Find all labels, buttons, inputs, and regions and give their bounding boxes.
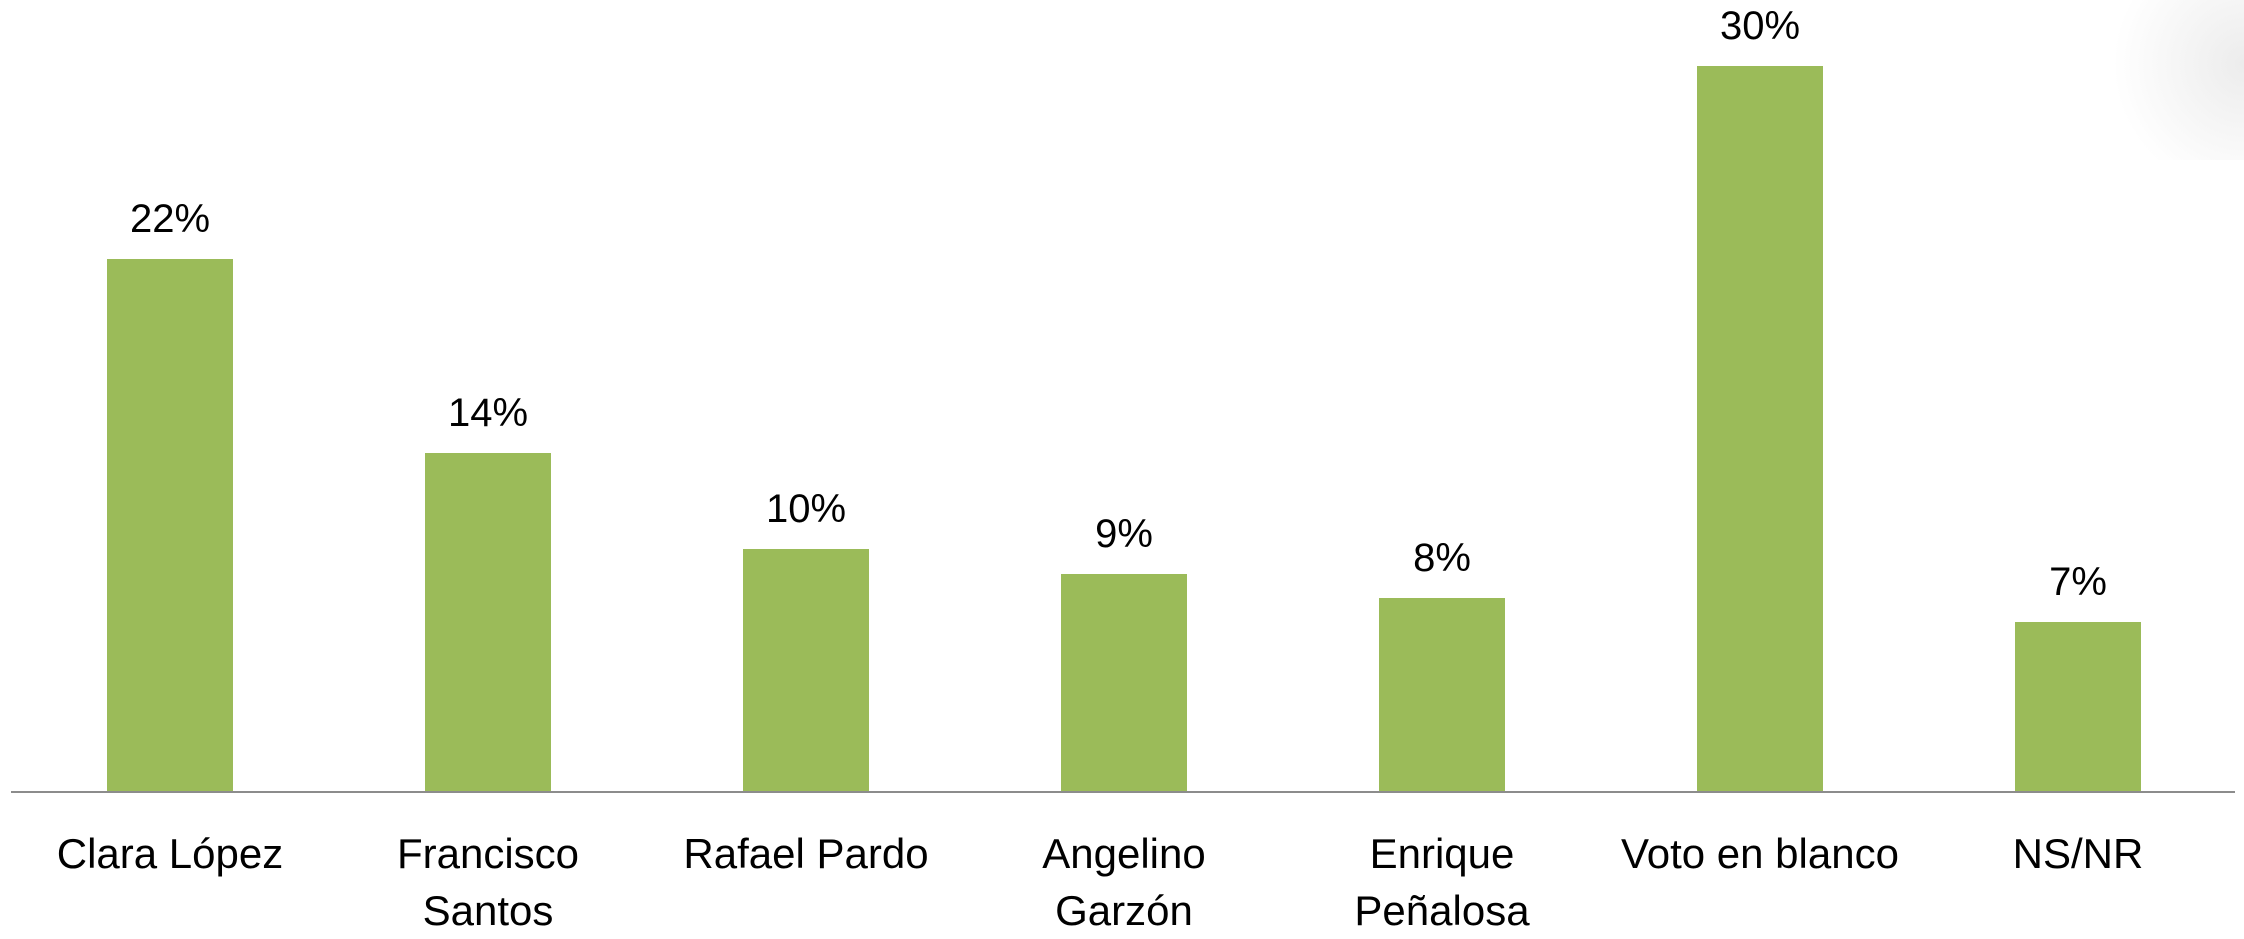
x-tick-label: Francisco Santos bbox=[396, 830, 580, 934]
x-tick-label: Voto en blanco bbox=[1621, 830, 1899, 877]
data-label: 8% bbox=[1413, 535, 1471, 580]
bar bbox=[2015, 621, 2141, 791]
data-label: 22% bbox=[129, 197, 211, 242]
x-axis-line bbox=[11, 791, 2235, 793]
x-tick-label: Angelino Garzón bbox=[1042, 830, 1206, 934]
x-tick-label: NS/NR bbox=[2012, 830, 2144, 877]
bar bbox=[1379, 597, 1505, 791]
data-label: 7% bbox=[2049, 559, 2107, 604]
data-label: 10% bbox=[765, 487, 847, 532]
x-tick-label: Rafael Pardo bbox=[683, 830, 929, 877]
data-label: 9% bbox=[1095, 511, 1153, 556]
data-label: 30% bbox=[1719, 4, 1801, 48]
bar bbox=[1697, 66, 1823, 791]
bar bbox=[425, 452, 551, 791]
background-decoration bbox=[2084, 0, 2244, 160]
data-label: 14% bbox=[447, 390, 529, 435]
x-tick-label: Clara López bbox=[56, 830, 284, 877]
bar bbox=[1061, 573, 1187, 791]
bar bbox=[107, 259, 233, 791]
bar bbox=[743, 549, 869, 791]
x-tick-label: Enrique Peñalosa bbox=[1354, 830, 1530, 934]
